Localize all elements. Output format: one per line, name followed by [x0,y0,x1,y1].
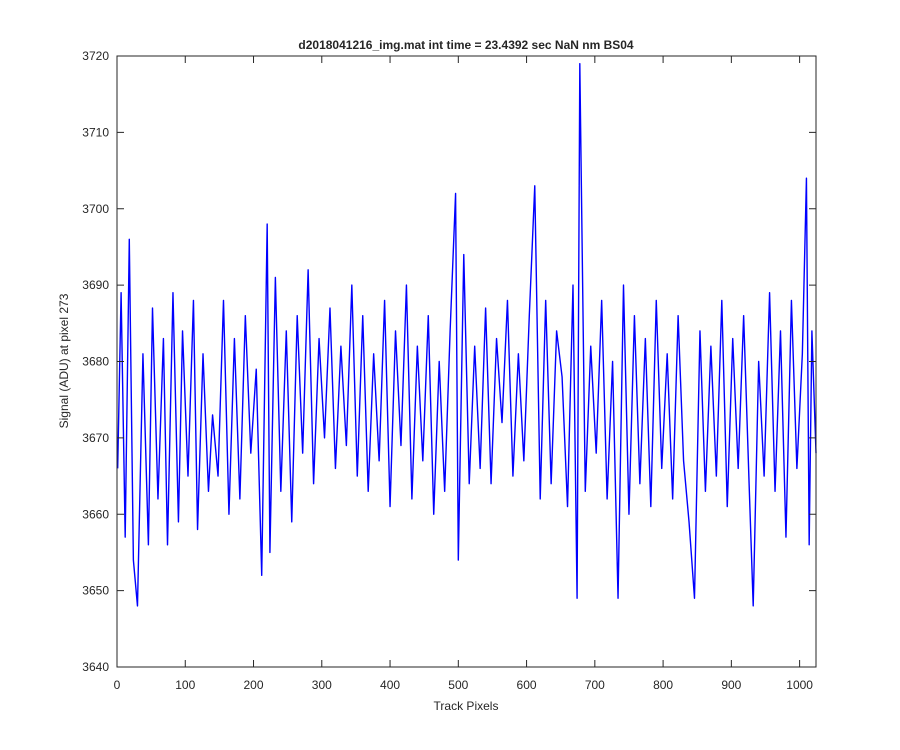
x-tick-label: 600 [517,678,537,692]
y-tick-label: 3650 [82,584,109,598]
x-tick-label: 200 [244,678,264,692]
y-axis-label: Signal (ADU) at pixel 273 [57,293,71,428]
x-tick-label: 1000 [786,678,813,692]
x-axis: 0 100 200 300 400 500 600 700 800 900 1000 [114,56,813,692]
y-tick-label: 3670 [82,431,109,445]
y-tick-label: 3710 [82,125,109,139]
signal-series-line [116,62,817,607]
y-tick-label: 3720 [82,49,109,63]
x-tick-label: 300 [312,678,332,692]
y-tick-label: 3640 [82,660,109,674]
plot-area [116,62,817,607]
x-tick-label: 0 [114,678,121,692]
y-tick-label: 3680 [82,355,109,369]
chart-title: d2018041216_img.mat int time = 23.4392 s… [298,38,634,52]
x-tick-label: 900 [721,678,741,692]
y-tick-label: 3660 [82,507,109,521]
x-tick-label: 400 [380,678,400,692]
x-tick-label: 500 [448,678,468,692]
x-tick-label: 700 [585,678,605,692]
y-tick-label: 3690 [82,278,109,292]
x-axis-label: Track Pixels [434,699,499,713]
x-tick-label: 100 [175,678,195,692]
y-tick-label: 3700 [82,202,109,216]
x-tick-label: 800 [653,678,673,692]
y-axis: 3640 3650 3660 3670 3680 3690 3700 3710 3720 [82,49,816,674]
